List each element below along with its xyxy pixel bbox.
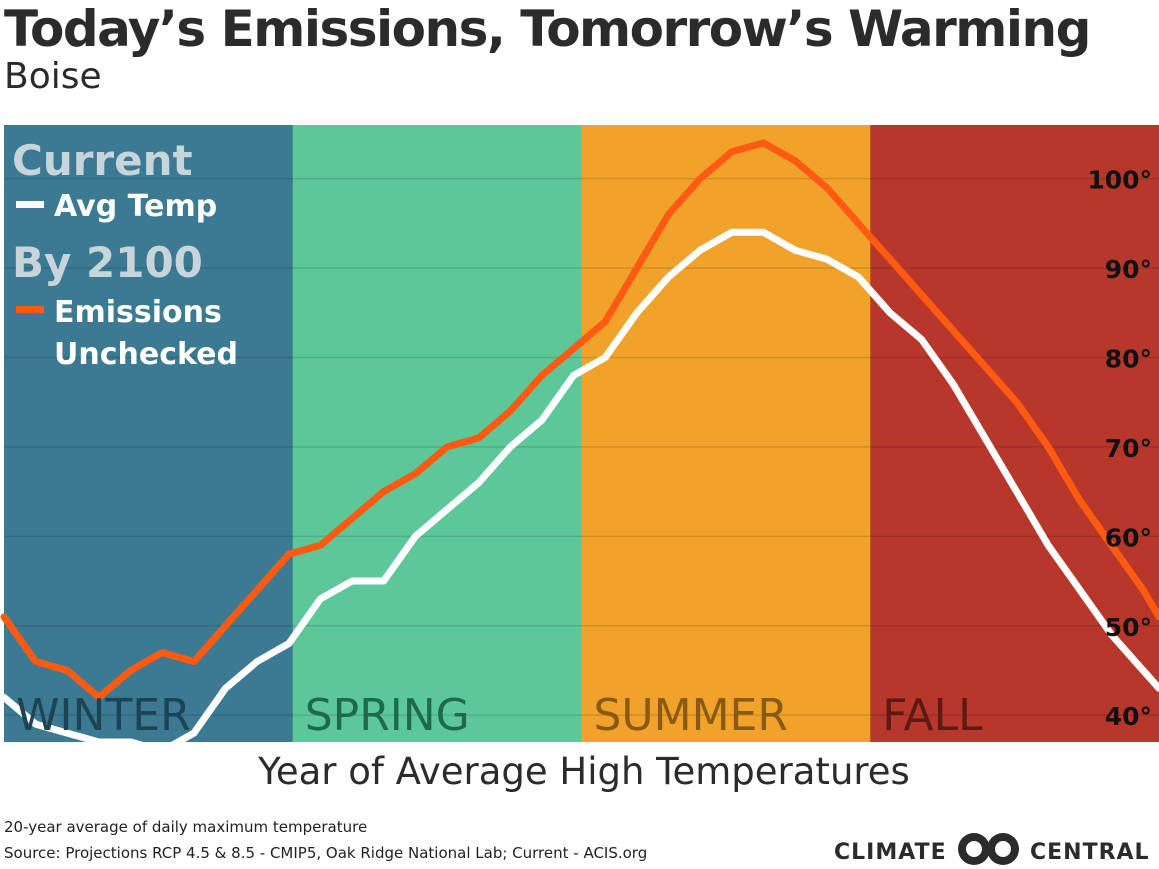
legend-current-swatch [16,201,44,208]
footer-note: 20-year average of daily maximum tempera… [4,818,368,836]
logo-right-word: CENTRAL [1030,840,1150,865]
season-label-spring: SPRING [305,690,470,741]
legend-future-label-line2: Unchecked [54,337,238,372]
season-band-spring [292,125,583,742]
season-label-fall: FALL [882,690,983,741]
legend-current-label: Avg Temp [54,189,217,224]
season-band-summer [581,125,872,742]
logo-left-word: CLIMATE [834,840,947,865]
x-axis-label: Year of Average High Temperatures [258,750,910,793]
legend-future-swatch [16,306,44,313]
y-tick-label-50: 50° [1105,613,1152,642]
line-chart: WINTER SPRING SUMMER FALL 40° 50° 60° 70° 80° 90… [0,125,1159,742]
legend: Current Avg Temp By 2100 Emissions Unche… [12,136,238,372]
season-label-summer: SUMMER [594,690,788,741]
series-line-avg-temp [0,228,1159,742]
y-tick-label-40: 40° [1105,702,1152,731]
chart-subtitle: Boise [4,56,102,97]
y-tick-labels: 40° 50° 60° 70° 80° 90° 100° [1087,166,1152,732]
season-bands [4,125,1159,742]
gridlines [4,177,1159,716]
chart-title: Today’s Emissions, Tomorrow’s Warming [4,0,1091,58]
legend-future-heading: By 2100 [12,238,203,287]
legend-future-label-line1: Emissions [54,295,222,330]
y-tick-label-70: 70° [1105,434,1152,463]
y-tick-label-90: 90° [1105,255,1152,284]
climate-central-logo: CLIMATE CENTRAL [834,833,1150,865]
y-tick-label-80: 80° [1105,344,1152,373]
season-labels: WINTER SPRING SUMMER FALL [16,690,983,741]
footer-source: Source: Projections RCP 4.5 & 8.5 - CMIP… [4,844,648,862]
y-tick-label-100: 100° [1087,166,1152,195]
series-layer [0,139,1159,742]
series-line-emissions-unchecked [0,139,1159,701]
season-label-winter: WINTER [16,690,191,741]
season-band-winter [4,125,294,742]
logo-mark-icon [958,833,1019,865]
legend-current-heading: Current [12,136,193,185]
y-tick-label-60: 60° [1105,523,1152,552]
